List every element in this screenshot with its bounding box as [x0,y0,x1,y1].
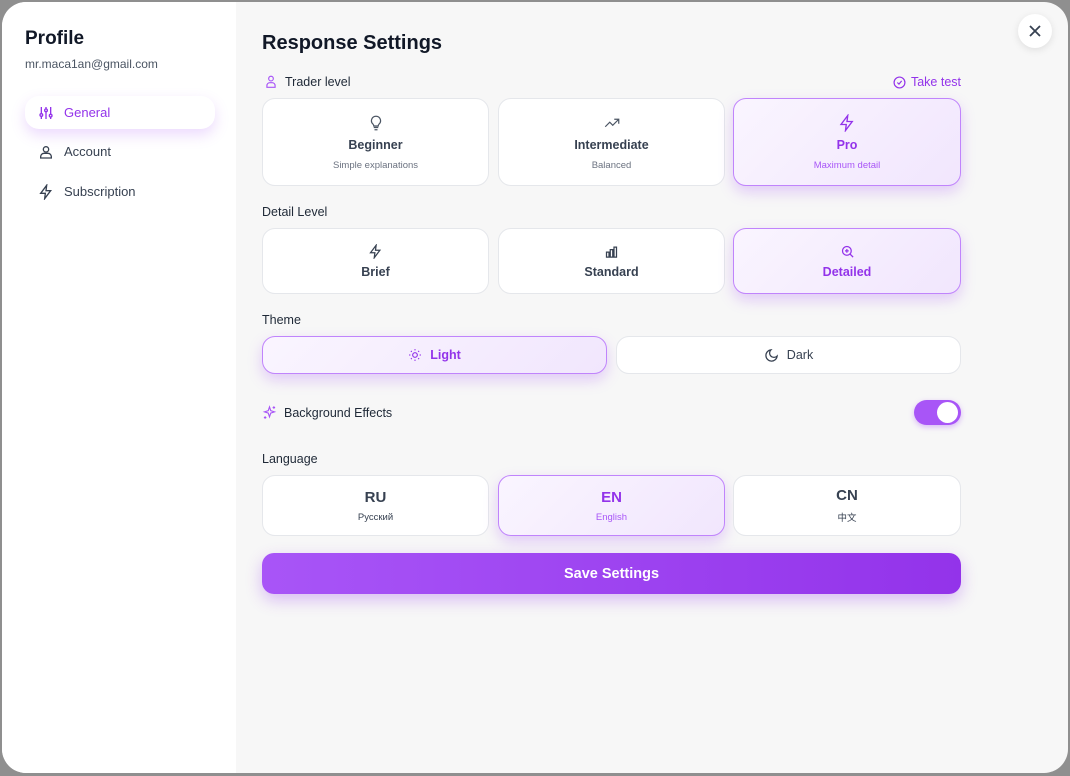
close-icon [1029,25,1041,37]
language-code: EN [601,488,622,506]
language-code: RU [364,488,387,506]
language-cn[interactable]: CN 中文 [733,475,961,536]
language-en[interactable]: EN English [498,475,725,536]
sliders-icon [39,106,53,119]
option-subtitle: Simple explanations [332,159,419,171]
background-effects-label: Background Effects [262,405,392,420]
language-name: English [595,511,628,523]
detail-level-detailed[interactable]: Detailed [733,228,961,294]
option-title: Pro [836,137,858,152]
option-title: Beginner [348,137,403,152]
sidebar-item-label: Subscription [64,184,136,199]
close-button[interactable] [1018,14,1052,48]
lightning-icon [839,113,854,132]
sidebar-item-label: General [64,105,111,120]
sidebar-item-general[interactable]: General [25,96,215,129]
trader-level-pro[interactable]: Pro Maximum detail [733,98,961,186]
profile-title: Profile [25,28,85,49]
user-email: mr.maca1an@gmail.com [25,57,158,71]
bar-chart-icon [605,246,618,258]
option-title: Standard [584,264,639,279]
user-icon [266,75,276,88]
background-effects-toggle[interactable] [914,400,961,425]
sun-icon [409,349,422,361]
trader-level-beginner[interactable]: Beginner Simple explanations [262,98,489,186]
page-title: Response Settings [262,32,443,54]
language-name: Русский [357,511,394,523]
sparkles-icon [262,405,277,419]
section-label: Trader level [285,74,351,89]
lightning-icon [39,183,52,200]
language-ru[interactable]: RU Русский [262,475,489,536]
trader-level-intermediate[interactable]: Intermediate Balanced [498,98,725,186]
language-label: Language [262,452,318,466]
detail-level-brief[interactable]: Brief [262,228,489,294]
sidebar-item-subscription[interactable]: Subscription [25,175,215,208]
trending-up-icon [604,118,619,127]
moon-icon [765,348,778,362]
theme-light[interactable]: Light [262,336,607,374]
sidebar-item-label: Account [64,144,111,159]
zoom-in-icon [841,245,854,258]
lightning-icon [369,243,382,259]
option-title: Brief [361,264,390,279]
sidebar: Profile mr.maca1an@gmail.com General Acc… [2,2,236,773]
take-test-label: Take test [910,75,961,89]
option-title: Dark [786,348,814,362]
theme-dark[interactable]: Dark [616,336,961,374]
theme-label: Theme [262,313,301,327]
check-circle-icon [893,75,906,89]
take-test-link[interactable]: Take test [893,75,961,89]
toggle-knob [937,402,958,423]
save-settings-button[interactable]: Save Settings [262,553,961,594]
detail-level-standard[interactable]: Standard [498,228,725,294]
detail-level-label: Detail Level [262,205,328,219]
sidebar-item-account[interactable]: Account [25,135,215,168]
section-label: Background Effects [284,405,393,420]
option-subtitle: Maximum detail [813,159,881,171]
trader-level-label: Trader level [264,74,351,89]
lightbulb-icon [370,115,381,130]
option-title: Light [430,348,461,362]
option-title: Intermediate [574,137,649,152]
option-subtitle: Balanced [591,159,632,171]
language-code: CN [836,487,858,504]
option-title: Detailed [822,264,872,279]
user-icon [40,145,52,159]
language-name: 中文 [837,513,857,524]
